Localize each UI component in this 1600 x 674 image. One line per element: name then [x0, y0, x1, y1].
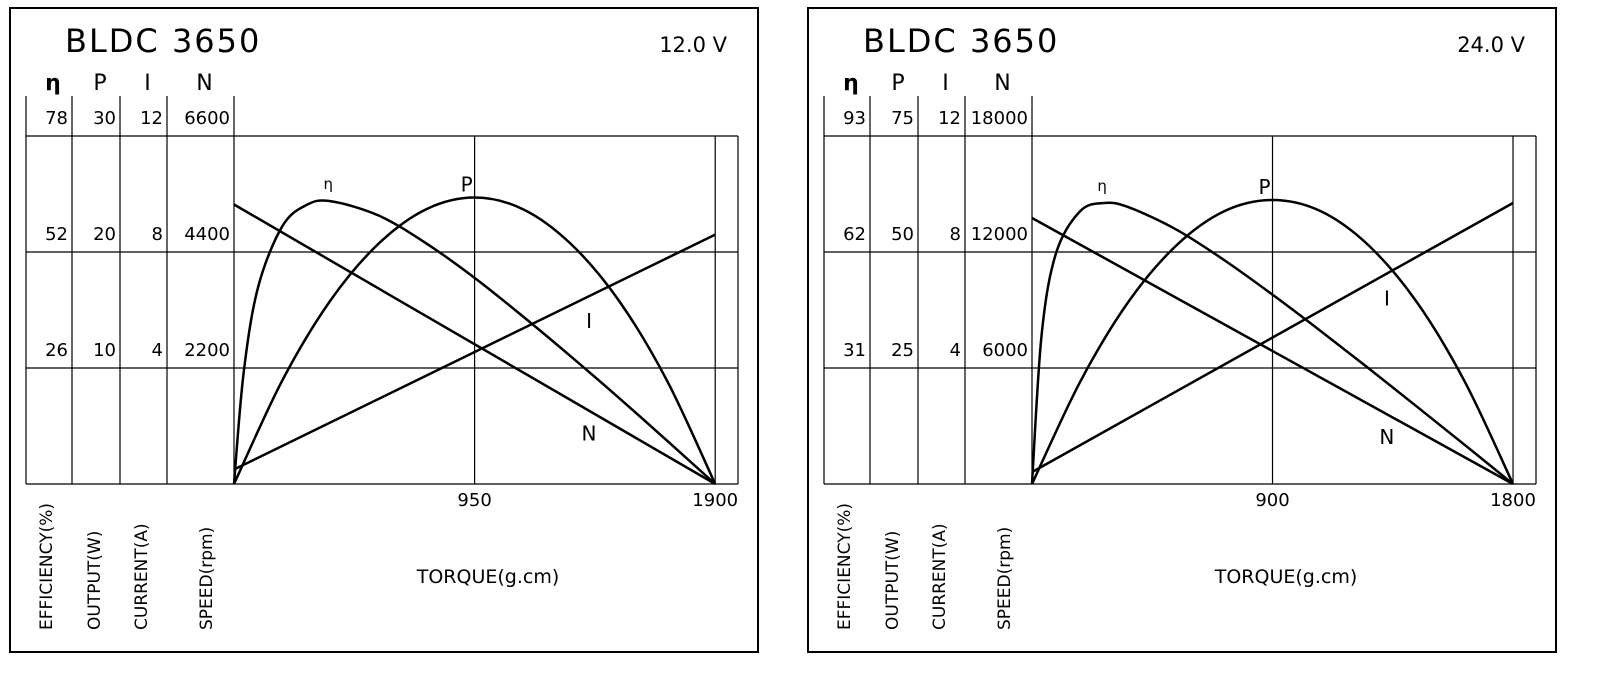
axis-symbol: P [891, 71, 904, 96]
curve-label: P [1258, 175, 1270, 199]
axis-tick-label: 30 [93, 108, 116, 129]
chart-title: BLDC 3650 [65, 22, 261, 60]
curve [232, 199, 717, 485]
axis-label: EFFICIENCY(%) [37, 503, 57, 630]
axis-tick-label: 20 [93, 224, 116, 245]
panel: BLDC 3650 24.0 V η 31 62 93 EFFICIENCY(%) P 25 50… [807, 7, 1557, 653]
axis-label: CURRENT(A) [132, 523, 152, 630]
axis-tick-label: 62 [843, 224, 866, 245]
axis-tick-label: 93 [843, 108, 866, 129]
curve [233, 203, 716, 486]
curve [232, 196, 717, 485]
axis-symbol: N [994, 71, 1010, 96]
axis-tick-label: 12 [938, 108, 961, 129]
curve-label: N [1379, 425, 1394, 449]
curve [1031, 216, 1514, 486]
axis-tick-label: 26 [45, 340, 68, 361]
voltage-label: 12.0 V [659, 33, 727, 57]
curve-label: I [1384, 287, 1390, 311]
x-tick-label: 950 [457, 490, 491, 511]
axis-symbol: P [93, 71, 106, 96]
axis-tick-label: 6000 [982, 340, 1028, 361]
axis-tick-label: 2200 [184, 340, 230, 361]
axis-tick-label: 52 [45, 224, 68, 245]
axis-tick-label: 4400 [184, 224, 230, 245]
x-tick-label: 1900 [692, 490, 738, 511]
axis-tick-label: 78 [45, 108, 68, 129]
axis-label: OUTPUT(W) [85, 531, 105, 630]
axis-tick-label: 31 [843, 340, 866, 361]
axis-tick-label: 6600 [184, 108, 230, 129]
axis-tick-label: 50 [891, 224, 914, 245]
axis-tick-label: 12000 [971, 224, 1028, 245]
axis-tick-label: 10 [93, 340, 116, 361]
curve [1030, 198, 1515, 485]
x-tick-label: 900 [1255, 490, 1289, 511]
x-axis-label: TORQUE(g.cm) [416, 566, 560, 588]
axis-tick-label: 8 [152, 224, 163, 245]
axis-tick-label: 75 [891, 108, 914, 129]
voltage-label: 24.0 V [1457, 33, 1525, 57]
axis-tick-label: 25 [891, 340, 914, 361]
axis-label: EFFICIENCY(%) [835, 503, 855, 630]
curve [1031, 201, 1514, 474]
axis-label: CURRENT(A) [930, 523, 950, 630]
axis-tick-label: 18000 [971, 108, 1028, 129]
axis-tick-label: 8 [950, 224, 961, 245]
curve [1030, 201, 1514, 485]
panel-frame [9, 7, 759, 653]
axis-symbol: I [942, 71, 949, 96]
curve-label: I [586, 309, 592, 333]
axis-label: SPEED(rpm) [197, 527, 217, 630]
curve-label: N [582, 422, 597, 446]
x-axis-label: TORQUE(g.cm) [1214, 566, 1358, 588]
axis-symbol: η [843, 71, 859, 96]
curve-label: η [1097, 177, 1107, 195]
panel: BLDC 3650 12.0 V η 26 52 78 EFFICIENCY(%) P 10 20… [9, 7, 759, 653]
axis-symbol: N [196, 71, 212, 96]
axis-label: OUTPUT(W) [883, 531, 903, 630]
chart-title: BLDC 3650 [863, 22, 1059, 60]
x-tick-label: 1800 [1490, 490, 1536, 511]
curve [233, 233, 716, 471]
curve-label: P [461, 172, 473, 196]
axis-symbol: I [144, 71, 151, 96]
axis-label: SPEED(rpm) [995, 527, 1015, 630]
axis-symbol: η [45, 71, 61, 96]
curve-label: η [323, 175, 333, 193]
axis-tick-label: 12 [140, 108, 163, 129]
panel-frame [807, 7, 1557, 653]
axis-tick-label: 4 [950, 340, 961, 361]
axis-tick-label: 4 [152, 340, 163, 361]
